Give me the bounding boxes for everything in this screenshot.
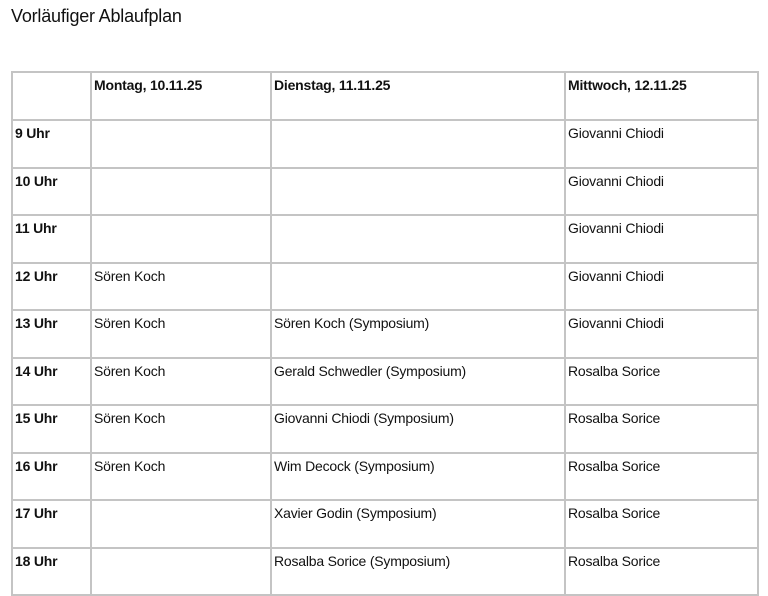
table-row: 10 Uhr Giovanni Chiodi <box>11 166 759 216</box>
table-row: 13 Uhr Sören Koch Sören Koch (Symposium) Gi… <box>11 309 759 359</box>
schedule-cell: Giovanni Chiodi <box>564 166 759 216</box>
column-header: Dienstag, 11.11.25 <box>270 71 566 121</box>
time-cell: 15 Uhr <box>11 404 92 454</box>
schedule-cell: Sören Koch <box>90 404 272 454</box>
schedule-cell <box>90 214 272 264</box>
schedule-cell <box>90 546 272 596</box>
schedule-cell: Sören Koch <box>90 261 272 311</box>
schedule-cell <box>90 166 272 216</box>
time-cell: 9 Uhr <box>11 119 92 169</box>
schedule-table: Montag, 10.11.25 Dienstag, 11.11.25 Mittwo… <box>11 71 759 596</box>
schedule-cell <box>270 119 566 169</box>
table-row: 11 Uhr Giovanni Chiodi <box>11 214 759 264</box>
header-row: Montag, 10.11.25 Dienstag, 11.11.25 Mittwo… <box>11 71 759 121</box>
table-row: 17 Uhr Xavier Godin (Symposium) Rosalba So… <box>11 499 759 549</box>
schedule-cell <box>90 119 272 169</box>
column-header <box>11 71 92 121</box>
column-header: Mittwoch, 12.11.25 <box>564 71 759 121</box>
schedule-cell: Rosalba Sorice <box>564 499 759 549</box>
time-cell: 18 Uhr <box>11 546 92 596</box>
time-cell: 17 Uhr <box>11 499 92 549</box>
table-row: 16 Uhr Sören Koch Wim Decock (Symposium) Ro… <box>11 451 759 501</box>
schedule-cell: Giovanni Chiodi <box>564 119 759 169</box>
schedule-cell: Giovanni Chiodi <box>564 214 759 264</box>
schedule-cell: Giovanni Chiodi <box>564 261 759 311</box>
table-row: 9 Uhr Giovanni Chiodi <box>11 119 759 169</box>
schedule-cell <box>90 499 272 549</box>
schedule-cell <box>270 166 566 216</box>
time-cell: 11 Uhr <box>11 214 92 264</box>
time-cell: 14 Uhr <box>11 356 92 406</box>
table-row: 15 Uhr Sören Koch Giovanni Chiodi (Symposi… <box>11 404 759 454</box>
schedule-cell: Rosalba Sorice <box>564 546 759 596</box>
table-row: 12 Uhr Sören Koch Giovanni Chiodi <box>11 261 759 311</box>
schedule-cell <box>270 214 566 264</box>
schedule-cell: Sören Koch <box>90 356 272 406</box>
schedule-cell: Rosalba Sorice (Symposium) <box>270 546 566 596</box>
schedule-cell: Sören Koch (Symposium) <box>270 309 566 359</box>
schedule-cell: Giovanni Chiodi <box>564 309 759 359</box>
table-row: 14 Uhr Sören Koch Gerald Schwedler (Sympos… <box>11 356 759 406</box>
page-title: Vorläufiger Ablaufplan <box>11 6 182 26</box>
table-row: 18 Uhr Rosalba Sorice (Symposium) Rosalba … <box>11 546 759 596</box>
time-cell: 10 Uhr <box>11 166 92 216</box>
schedule-cell: Rosalba Sorice <box>564 356 759 406</box>
schedule-cell: Rosalba Sorice <box>564 451 759 501</box>
schedule-cell: Sören Koch <box>90 451 272 501</box>
schedule-cell: Wim Decock (Symposium) <box>270 451 566 501</box>
column-header: Montag, 10.11.25 <box>90 71 272 121</box>
schedule-cell <box>270 261 566 311</box>
schedule-cell: Gerald Schwedler (Symposium) <box>270 356 566 406</box>
time-cell: 13 Uhr <box>11 309 92 359</box>
schedule-cell: Xavier Godin (Symposium) <box>270 499 566 549</box>
schedule-cell: Giovanni Chiodi (Symposium) <box>270 404 566 454</box>
schedule-cell: Sören Koch <box>90 309 272 359</box>
time-cell: 12 Uhr <box>11 261 92 311</box>
schedule-cell: Rosalba Sorice <box>564 404 759 454</box>
time-cell: 16 Uhr <box>11 451 92 501</box>
